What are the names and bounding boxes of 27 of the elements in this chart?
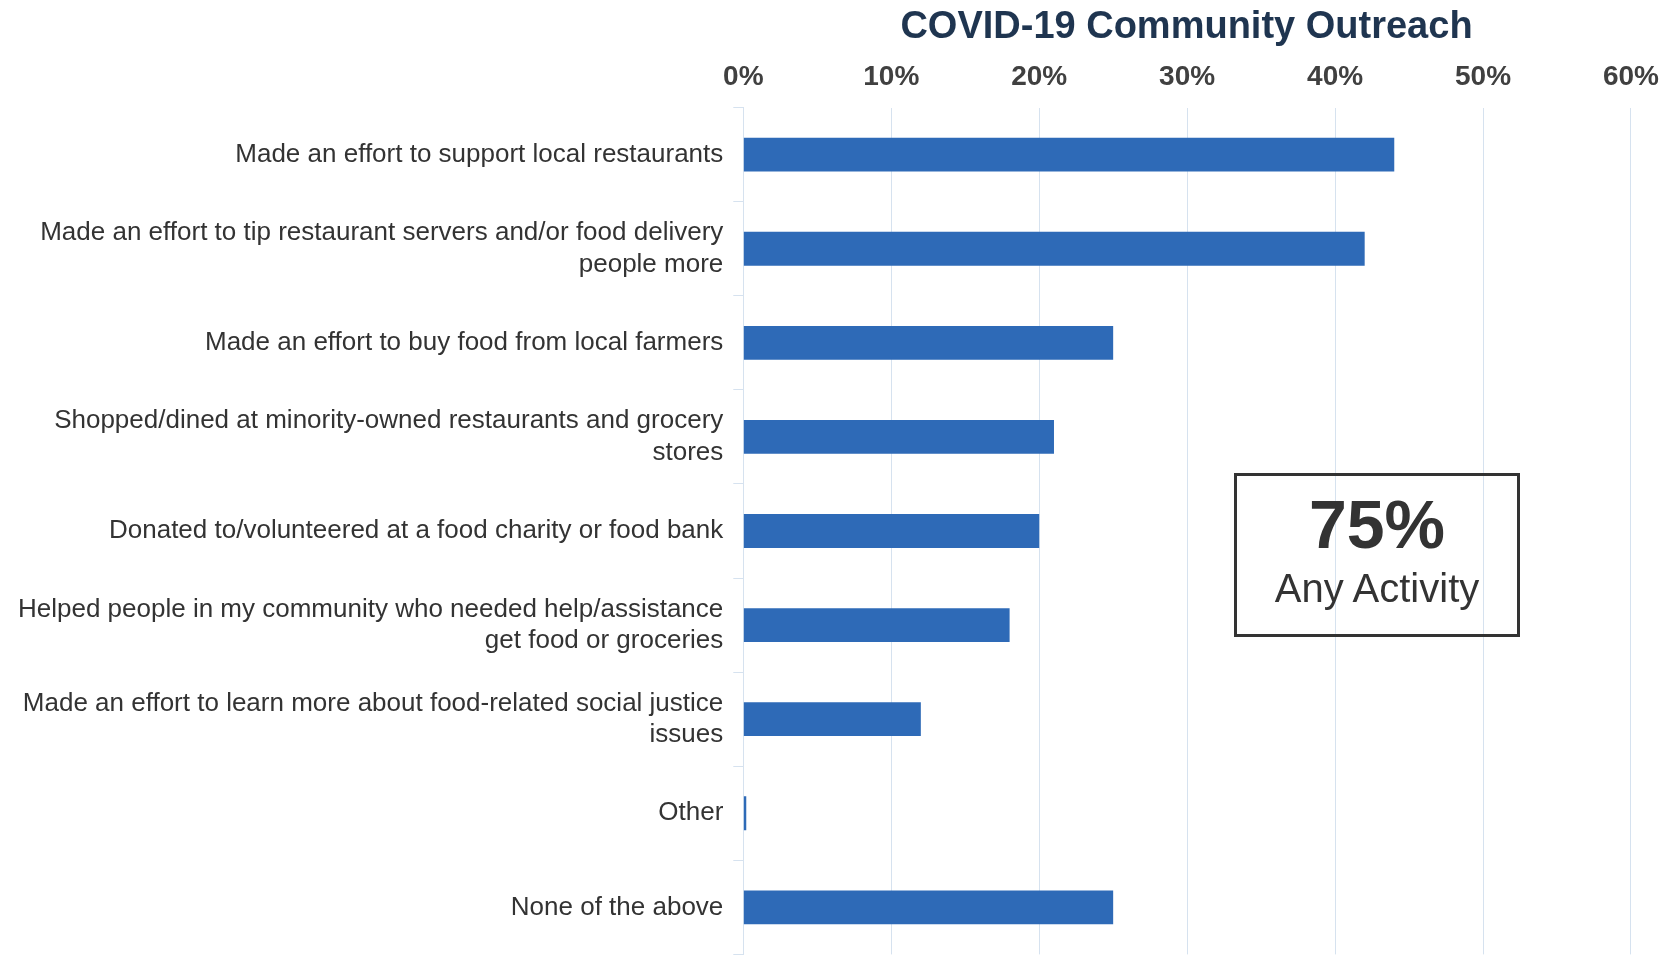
bar xyxy=(743,325,1114,360)
x-tick-label: 50% xyxy=(1455,59,1512,91)
x-tick-label: 10% xyxy=(863,59,920,91)
bar xyxy=(743,231,1365,266)
x-tick-label: 30% xyxy=(1159,59,1216,91)
y-tick-label: Made an effort to buy food from local farmers xyxy=(204,325,724,356)
bar xyxy=(743,608,1010,643)
chart-title: COVID-19 Community Outreach xyxy=(899,4,1474,47)
y-tick-label: Helped people in my community who needed help/assistance get food or groceries xyxy=(17,592,724,654)
x-tick-label: 0% xyxy=(723,59,764,91)
bar xyxy=(743,419,1054,454)
bar xyxy=(743,514,1040,548)
x-tick-label: 40% xyxy=(1307,59,1364,91)
annotation: Any Activity xyxy=(1273,565,1481,612)
y-tick-label: Made an effort to learn more about food-related social justice issues xyxy=(22,686,724,748)
y-tick-label: Made an effort to support local restaurants xyxy=(235,137,724,168)
y-tick-label: Other xyxy=(658,796,724,827)
y-tick-label: Shopped/dined at minority-owned restaurants and grocery stores xyxy=(54,404,724,466)
bar xyxy=(743,890,1114,925)
annotation: 75% xyxy=(1307,485,1447,564)
y-tick-label: Made an effort to tip restaurant servers and/or food delivery people more xyxy=(40,216,724,278)
y-tick-label: Donated to/volunteered at a food charity or food bank xyxy=(108,514,725,545)
x-tick-label: 20% xyxy=(1011,59,1068,91)
bar xyxy=(743,702,921,737)
bar xyxy=(743,137,1395,172)
y-tick-label: None of the above xyxy=(510,890,724,921)
x-tick-label: 60% xyxy=(1602,59,1660,91)
